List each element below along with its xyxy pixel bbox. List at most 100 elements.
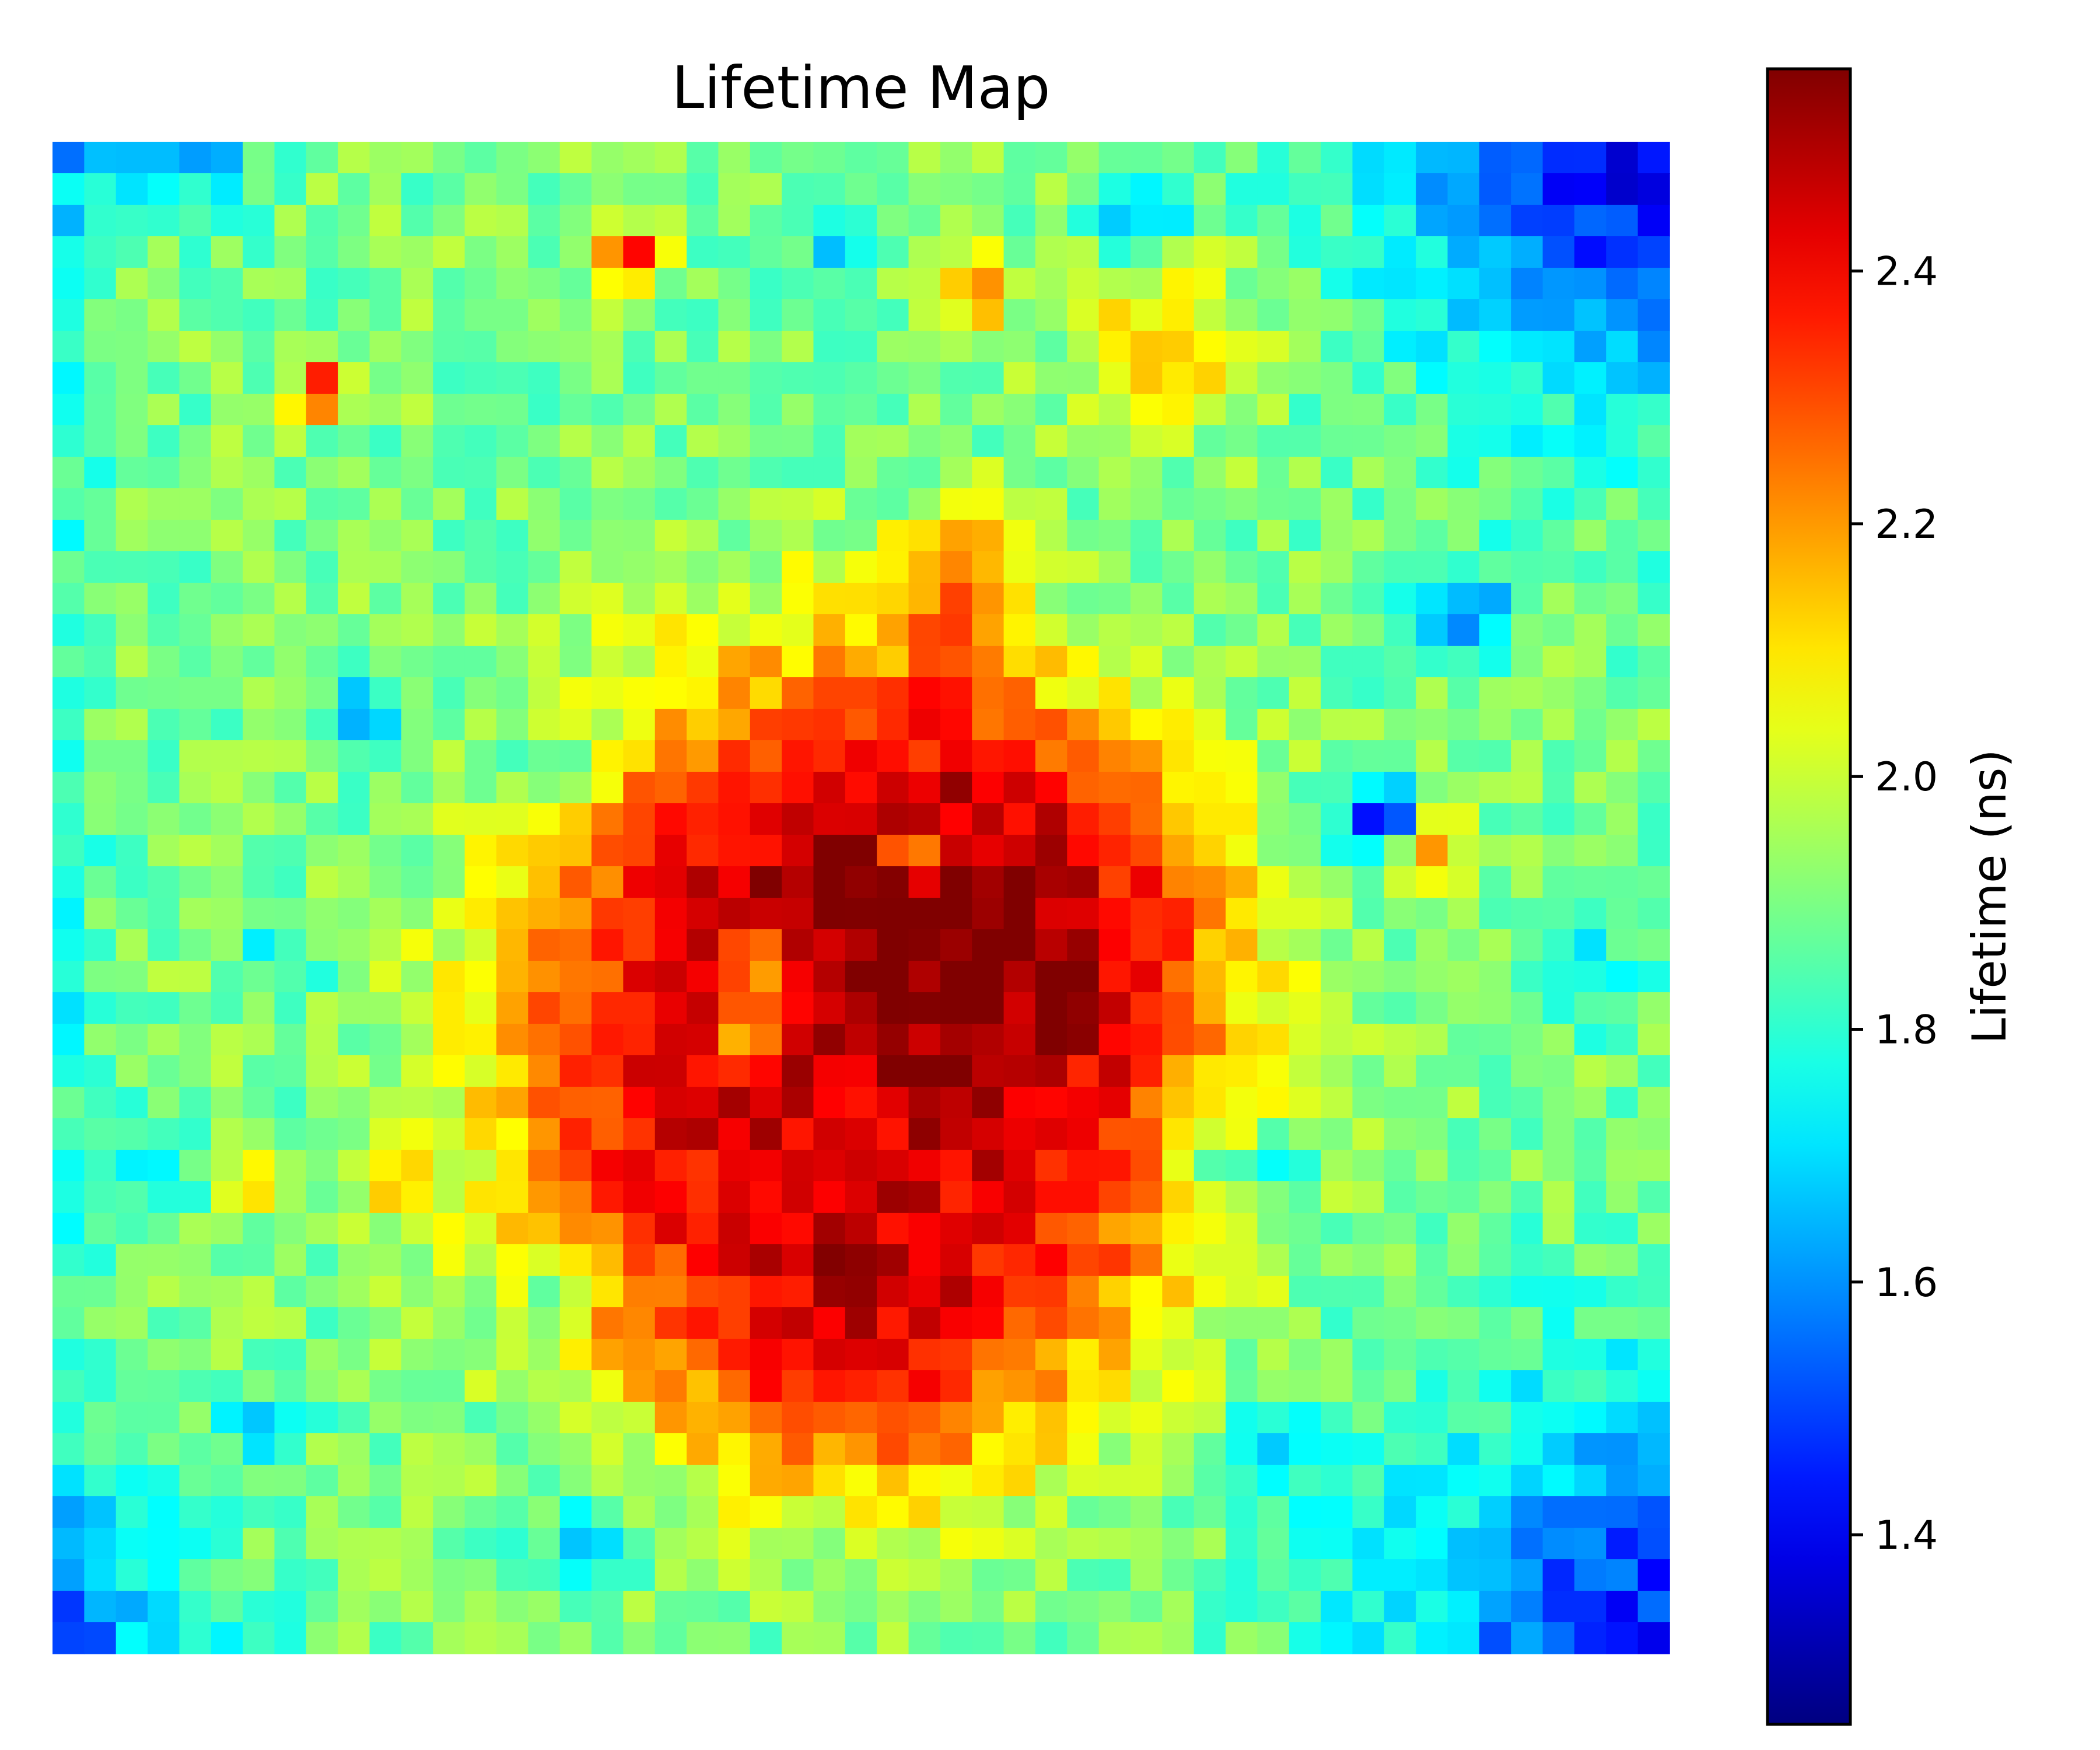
heatmap-cell <box>782 898 814 930</box>
heatmap-cell <box>1384 583 1416 615</box>
heatmap-cell <box>940 614 973 646</box>
heatmap-cell <box>1067 1276 1100 1308</box>
heatmap-cell <box>179 551 212 583</box>
heatmap-cell <box>1511 551 1544 583</box>
heatmap-cell <box>845 614 877 646</box>
heatmap-cell <box>116 646 148 678</box>
heatmap-cell <box>877 205 909 237</box>
heatmap-cell <box>1130 1433 1163 1465</box>
heatmap-cell <box>274 1024 307 1056</box>
heatmap-cell <box>687 457 719 489</box>
heatmap-cell <box>1289 1118 1321 1150</box>
heatmap-cell <box>274 1622 307 1654</box>
heatmap-cell <box>369 1055 402 1087</box>
heatmap-cell <box>718 331 751 363</box>
heatmap-cell <box>1511 1496 1544 1528</box>
heatmap-cell <box>592 1276 624 1308</box>
heatmap-cell <box>1637 1118 1670 1150</box>
heatmap-cell <box>116 835 148 867</box>
heatmap-cell <box>1479 898 1512 930</box>
heatmap-cell <box>369 1496 402 1528</box>
heatmap-cell <box>750 173 782 205</box>
heatmap-cell <box>940 520 973 552</box>
heatmap-cell <box>528 1528 561 1560</box>
heatmap-cell <box>179 614 212 646</box>
heatmap-cell <box>1130 929 1163 961</box>
heatmap-cell <box>1194 803 1226 835</box>
heatmap-cell <box>750 1213 782 1245</box>
heatmap-cell <box>433 1528 466 1560</box>
heatmap-cell <box>623 551 656 583</box>
heatmap-cell <box>243 1244 275 1276</box>
heatmap-cell <box>369 929 402 961</box>
heatmap-cell <box>1257 1213 1290 1245</box>
heatmap-cell <box>401 929 434 961</box>
heatmap-cell <box>845 394 877 426</box>
heatmap-cell <box>940 1024 973 1056</box>
heatmap-cell <box>243 677 275 709</box>
heatmap-cell <box>1003 520 1036 552</box>
heatmap-cell <box>654 1496 687 1528</box>
heatmap-cell <box>750 835 782 867</box>
heatmap-cell <box>1067 551 1100 583</box>
heatmap-cell <box>592 677 624 709</box>
heatmap-cell <box>148 583 180 615</box>
heatmap-cell <box>813 331 846 363</box>
heatmap-cell <box>528 1402 561 1434</box>
heatmap-cell <box>813 1150 846 1182</box>
heatmap-cell <box>148 803 180 835</box>
heatmap-cell <box>592 1496 624 1528</box>
heatmap-cell <box>718 205 751 237</box>
heatmap-cell <box>369 1528 402 1560</box>
heatmap-cell <box>1162 1276 1195 1308</box>
heatmap-cell <box>845 205 877 237</box>
heatmap-cell <box>1321 898 1353 930</box>
heatmap-cell <box>1416 583 1448 615</box>
heatmap-cell <box>148 1433 180 1465</box>
heatmap-cell <box>940 1055 973 1087</box>
heatmap-cell <box>211 1213 243 1245</box>
heatmap-cell <box>718 835 751 867</box>
heatmap-cell <box>274 1055 307 1087</box>
heatmap-cell <box>1257 1244 1290 1276</box>
heatmap-cell <box>654 1433 687 1465</box>
heatmap-cell <box>1416 331 1448 363</box>
heatmap-cell <box>1606 1559 1639 1591</box>
heatmap-cell <box>1542 583 1575 615</box>
heatmap-cell <box>718 1024 751 1056</box>
heatmap-cell <box>1542 425 1575 457</box>
heatmap-cell <box>1606 1591 1639 1623</box>
heatmap-cell <box>116 1118 148 1150</box>
heatmap-cell <box>813 614 846 646</box>
heatmap-cell <box>1606 803 1639 835</box>
heatmap-cell <box>84 520 117 552</box>
heatmap-cell <box>1574 1213 1607 1245</box>
heatmap-cell <box>1574 583 1607 615</box>
heatmap-cell <box>1003 614 1036 646</box>
heatmap-cell <box>813 1244 846 1276</box>
heatmap-cell <box>559 1559 592 1591</box>
heatmap-cell <box>687 173 719 205</box>
heatmap-cell <box>1574 677 1607 709</box>
heatmap-cell <box>148 835 180 867</box>
heatmap-cell <box>877 520 909 552</box>
heatmap-cell <box>433 520 466 552</box>
heatmap-cell <box>1067 1181 1100 1213</box>
heatmap-cell <box>243 205 275 237</box>
heatmap-cell <box>401 1402 434 1434</box>
heatmap-cell <box>718 1433 751 1465</box>
heatmap-cell <box>718 1087 751 1119</box>
heatmap-cell <box>559 520 592 552</box>
heatmap-cell <box>877 1150 909 1182</box>
heatmap-cell <box>718 1591 751 1623</box>
heatmap-cell <box>1226 268 1258 300</box>
heatmap-cell <box>1352 614 1385 646</box>
heatmap-cell <box>179 1118 212 1150</box>
heatmap-cell <box>972 425 1005 457</box>
heatmap-cell <box>496 1339 529 1371</box>
heatmap-cell <box>1574 1244 1607 1276</box>
heatmap-cell <box>1035 992 1068 1024</box>
heatmap-cell <box>845 551 877 583</box>
heatmap-cell <box>528 1559 561 1591</box>
heatmap-cell <box>1035 1465 1068 1497</box>
